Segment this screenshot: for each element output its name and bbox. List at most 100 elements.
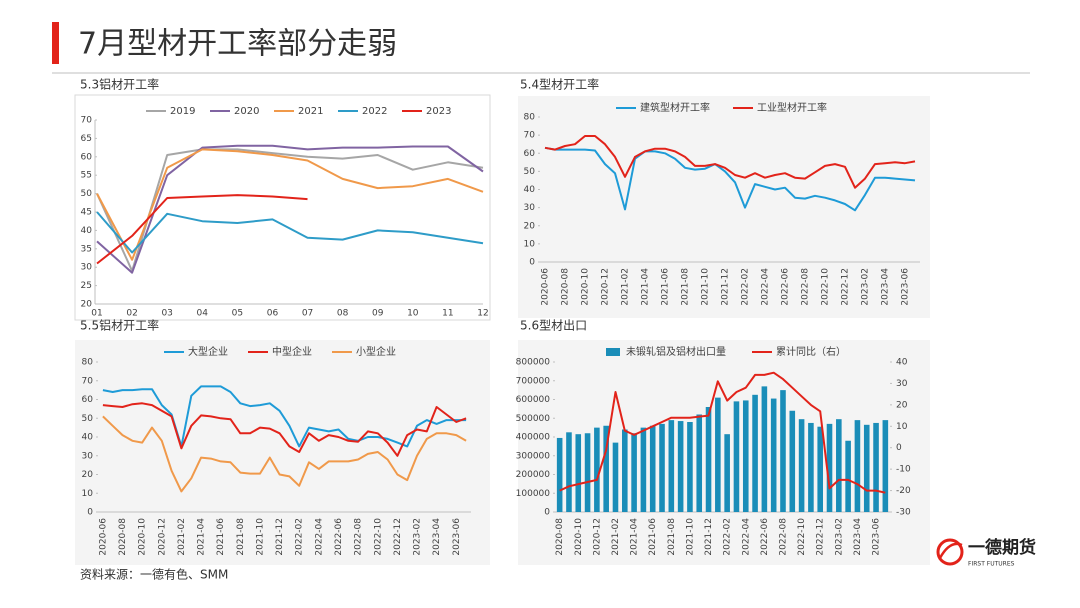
chart-title: 5.5铝材开工率: [80, 318, 159, 333]
y-tick-label: 40: [524, 185, 536, 195]
logo-name: 一德期货: [968, 537, 1036, 558]
x-tick-label: 2022-04: [761, 268, 771, 306]
x-tick-label: 2021-06: [648, 518, 658, 556]
y-tick-label: 400000: [516, 433, 551, 443]
x-tick-label: 2021-02: [177, 518, 187, 556]
y-tick-label: 80: [524, 113, 536, 123]
y-tick-label: 50: [81, 189, 93, 199]
x-tick-label: 2021-12: [704, 518, 714, 556]
x-tick-label: 2021-08: [667, 518, 677, 556]
line-series: [96, 144, 484, 274]
y2-tick-label: 30: [896, 379, 908, 389]
bar: [798, 419, 805, 512]
x-tick-label: 2020-08: [118, 518, 128, 556]
line-series: [102, 385, 467, 448]
chart-title: 5.3铝材开工率: [80, 77, 159, 92]
x-tick-label: 2021-06: [216, 518, 226, 556]
legend-label: 大型企业: [188, 345, 228, 358]
x-tick-label: 2020-12: [592, 518, 602, 556]
x-tick-label: 2020-06: [541, 268, 551, 306]
x-tick-label: 09: [372, 309, 384, 319]
bar: [659, 423, 665, 512]
line-series: [102, 415, 467, 493]
bar: [603, 425, 609, 512]
y-tick-label: 20: [81, 300, 93, 310]
legend-label: 中型企业: [272, 345, 312, 358]
line-series: [96, 148, 484, 261]
x-tick-label: 2022-10: [797, 518, 807, 556]
x-tick-label: 2022-10: [373, 518, 383, 556]
title-bar: [52, 22, 59, 64]
y-tick-label: 200000: [516, 470, 551, 480]
x-tick-label: 2021-10: [685, 518, 695, 556]
y-tick-label: 700000: [516, 376, 551, 386]
legend-label: 工业型材开工率: [757, 101, 827, 114]
bar: [584, 433, 591, 512]
bar: [733, 401, 740, 512]
y-tick-label: 10: [524, 239, 536, 249]
bar: [556, 437, 563, 512]
y-tick-label: 0: [544, 508, 550, 518]
x-tick-label: 2021-02: [611, 518, 621, 556]
bar: [622, 429, 628, 512]
x-tick-label: 11: [442, 309, 453, 319]
bar: [612, 442, 619, 512]
x-tick-label: 2020-10: [138, 518, 148, 556]
y2-tick-label: 0: [896, 443, 902, 453]
y-tick-label: 500000: [516, 414, 551, 424]
line-series: [102, 402, 467, 457]
logo-icon: [936, 538, 964, 566]
y2-tick-label: -30: [896, 508, 911, 518]
x-tick-label: 08: [337, 309, 349, 319]
y-tick-label: 40: [82, 433, 94, 443]
legend-label: 建筑型材开工率: [640, 101, 710, 114]
bar: [836, 419, 842, 512]
x-tick-label: 2022-02: [741, 268, 751, 306]
bar: [854, 420, 861, 512]
x-tick-label: 06: [267, 309, 279, 319]
line-series: [96, 194, 308, 265]
bar: [882, 420, 889, 512]
y2-tick-label: 20: [896, 400, 908, 410]
bar: [863, 424, 870, 512]
y-tick-label: 45: [81, 208, 92, 218]
legend-swatch: [606, 348, 620, 356]
legend-label: 累计同比（右）: [776, 345, 846, 358]
x-tick-label: 2022-02: [723, 518, 733, 556]
legend-label: 2021: [298, 106, 323, 117]
chart-title: 5.6型材出口: [520, 319, 587, 333]
bar: [696, 414, 703, 512]
legend-label: 2022: [362, 106, 387, 117]
y-tick-label: 80: [82, 358, 94, 368]
y-tick-label: 100000: [516, 489, 551, 499]
plot-background: [74, 94, 491, 321]
x-tick-label: 2021-12: [721, 268, 731, 306]
legend-label: 未锻轧铝及铝材出口量: [626, 345, 726, 358]
x-tick-label: 2023-06: [452, 518, 462, 556]
bar: [715, 397, 721, 512]
x-tick-label: 2020-10: [574, 518, 584, 556]
y-tick-label: 40: [81, 226, 93, 236]
bar: [566, 432, 572, 512]
bar: [780, 390, 786, 512]
bar: [668, 420, 675, 512]
x-tick-label: 2022-06: [334, 518, 344, 556]
x-tick-label: 05: [232, 309, 243, 319]
bar: [873, 422, 879, 512]
legend-label: 2023: [426, 106, 451, 117]
x-tick-label: 2020-12: [601, 268, 611, 306]
y-tick-label: 60: [82, 395, 94, 405]
legend-label: 2019: [170, 106, 195, 117]
x-tick-label: 2021-06: [661, 268, 671, 306]
bar: [575, 434, 582, 512]
y-tick-label: 30: [82, 451, 94, 461]
y-tick-label: 50: [524, 167, 536, 177]
y-tick-label: 65: [81, 134, 92, 144]
plot-background: [518, 96, 930, 318]
source: 资料来源：一德有色、SMM: [80, 567, 228, 582]
x-tick-label: 2022-02: [295, 518, 305, 556]
x-tick-label: 2021-10: [255, 518, 265, 556]
line-series: [544, 135, 916, 189]
bar: [826, 423, 833, 512]
y-tick-label: 60: [81, 152, 93, 162]
